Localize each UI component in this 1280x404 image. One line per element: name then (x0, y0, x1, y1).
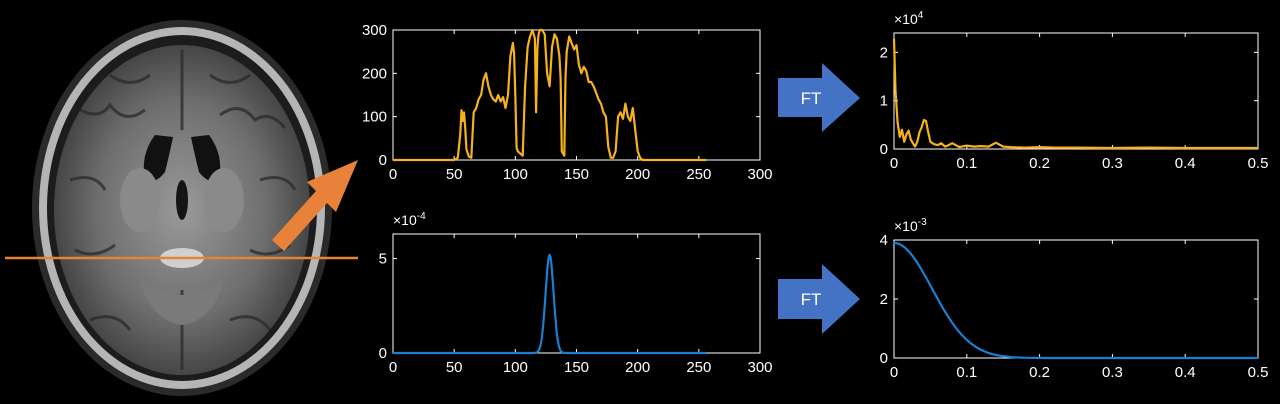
signal-spectrum-chart: 0 0.1 0.2 0.3 0.4 0.5 0 1 2 ×104 (880, 10, 1269, 172)
y-tick-label: 0 (379, 152, 387, 169)
x-tick-label: 300 (747, 359, 772, 376)
x-tick-label: 0.5 (1248, 155, 1269, 172)
signal-profile-chart: 0 50 100 150 200 250 300 0 100 200 300 (362, 22, 773, 183)
x-tick-label: 0 (389, 166, 397, 183)
x-tick-label: 0 (890, 155, 898, 172)
y-tick-label: 2 (880, 291, 888, 308)
x-tick-label: 250 (686, 359, 711, 376)
x-tick-label: 0.1 (956, 364, 977, 381)
x-tick-label: 200 (625, 359, 650, 376)
plot-frame (893, 32, 1259, 150)
x-tick-label: 0.2 (1029, 155, 1050, 172)
x-tick-label: 250 (686, 166, 711, 183)
x-tick-label: 0 (890, 364, 898, 381)
series-line (393, 28, 707, 162)
y-tick-label: 0 (880, 350, 888, 367)
ft-label-top: FT (801, 89, 822, 108)
ft-arrow-top: FT (778, 63, 860, 132)
axis-exponent: ×10-3 (894, 217, 927, 234)
y-tick-label: 2 (880, 44, 888, 61)
y-tick-label: 100 (362, 109, 387, 126)
x-tick-label: 150 (564, 166, 589, 183)
x-tick-label: 0.1 (956, 155, 977, 172)
x-tick-label: 50 (446, 359, 463, 376)
x-tick-label: 100 (503, 166, 528, 183)
x-tick-label: 300 (747, 166, 772, 183)
x-tick-label: 0.3 (1102, 155, 1123, 172)
mri-brain-image (32, 20, 332, 396)
y-tick-label: 200 (362, 65, 387, 82)
y-tick-label: 0 (379, 345, 387, 362)
plot-frame (893, 239, 1259, 359)
series-line (392, 253, 707, 355)
y-tick-label: 5 (379, 251, 387, 268)
y-tick-label: 0 (880, 141, 888, 158)
x-tick-label: 0 (389, 359, 397, 376)
gaussian-kernel-chart: 0 50 100 150 200 250 300 0 5 ×10-4 (379, 211, 773, 376)
x-tick-label: 50 (446, 166, 463, 183)
series-line (892, 38, 1258, 150)
ft-label-bottom: FT (801, 290, 822, 309)
y-tick-label: 300 (362, 22, 387, 39)
orange-arrow (272, 160, 358, 251)
x-tick-label: 0.4 (1175, 155, 1196, 172)
x-tick-label: 0.2 (1029, 364, 1050, 381)
x-tick-label: 0.5 (1248, 364, 1269, 381)
series-line (893, 241, 1259, 360)
ft-arrow-bottom: FT (778, 264, 860, 334)
x-tick-label: 0.3 (1102, 364, 1123, 381)
y-tick-label: 4 (880, 232, 888, 249)
axis-exponent: ×104 (894, 10, 924, 27)
x-tick-label: 100 (503, 359, 528, 376)
axis-exponent: ×10-4 (393, 211, 426, 228)
kernel-spectrum-chart: 0 0.1 0.2 0.3 0.4 0.5 0 2 4 ×10-3 (880, 217, 1269, 381)
x-tick-label: 200 (625, 166, 650, 183)
x-tick-label: 0.4 (1175, 364, 1196, 381)
x-tick-label: 150 (564, 359, 589, 376)
y-tick-label: 1 (880, 93, 888, 110)
plot-frame (392, 233, 761, 354)
